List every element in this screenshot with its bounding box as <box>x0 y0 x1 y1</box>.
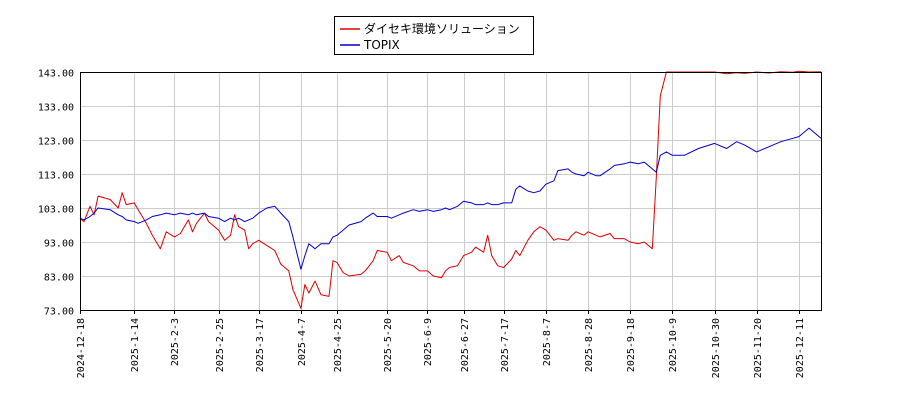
plot-frame <box>80 72 822 311</box>
x-tick-label: 2025-10-30 <box>711 318 722 378</box>
y-tick-label: 123.00 <box>38 137 74 148</box>
series-line-0 <box>79 70 822 309</box>
x-tick-label: 2025-8-7 <box>542 318 553 366</box>
x-tick-label: 2025-11-20 <box>753 318 764 378</box>
x-tick-label: 2025-10-9 <box>668 318 679 372</box>
x-tick-label: 2025-7-17 <box>500 318 511 372</box>
y-tick-label: 143.00 <box>38 69 74 80</box>
x-tick-label: 2025-6-9 <box>423 318 434 366</box>
x-tick-label: 2025-8-28 <box>584 318 595 372</box>
x-tick-label: 2025-4-25 <box>333 318 344 372</box>
x-tick-label: 2025-3-17 <box>255 318 266 372</box>
x-tick-label: 2025-2-3 <box>170 318 181 366</box>
y-tick-label: 73.00 <box>44 307 74 318</box>
grid <box>80 72 821 311</box>
x-tick-label: 2025-12-11 <box>795 318 806 378</box>
y-tick-label: 83.00 <box>44 273 74 284</box>
x-tick-label: 2025-6-27 <box>460 318 471 372</box>
series-line-1 <box>79 127 822 270</box>
series-lines <box>79 70 822 309</box>
y-tick-label: 93.00 <box>44 239 74 250</box>
x-tick-label: 2025-2-25 <box>215 318 226 372</box>
y-tick-label: 133.00 <box>38 103 74 114</box>
x-tick-label: 2025-5-20 <box>383 318 394 372</box>
x-axis-ticks: 2024-12-18 2025-1-14 2025-2-3 2025-2-25 2025… <box>76 310 806 378</box>
y-tick-label: 113.00 <box>38 171 74 182</box>
y-tick-label: 103.00 <box>38 205 74 216</box>
x-tick-label: 2025-4-7 <box>297 318 308 366</box>
legend: ダイセキ環境ソリューション TOPIX <box>334 16 534 55</box>
legend-box <box>334 16 534 55</box>
legend-label-series-0: ダイセキ環境ソリューション <box>364 21 520 36</box>
legend-label-series-1: TOPIX <box>363 38 400 52</box>
x-tick-label: 2024-12-18 <box>76 318 87 378</box>
x-tick-label: 2025-1-14 <box>130 318 141 372</box>
y-axis-ticks: 143.00 133.00 123.00 113.00 103.00 93.00 83.00… <box>38 69 74 318</box>
x-tick-label: 2025-9-18 <box>626 318 637 372</box>
